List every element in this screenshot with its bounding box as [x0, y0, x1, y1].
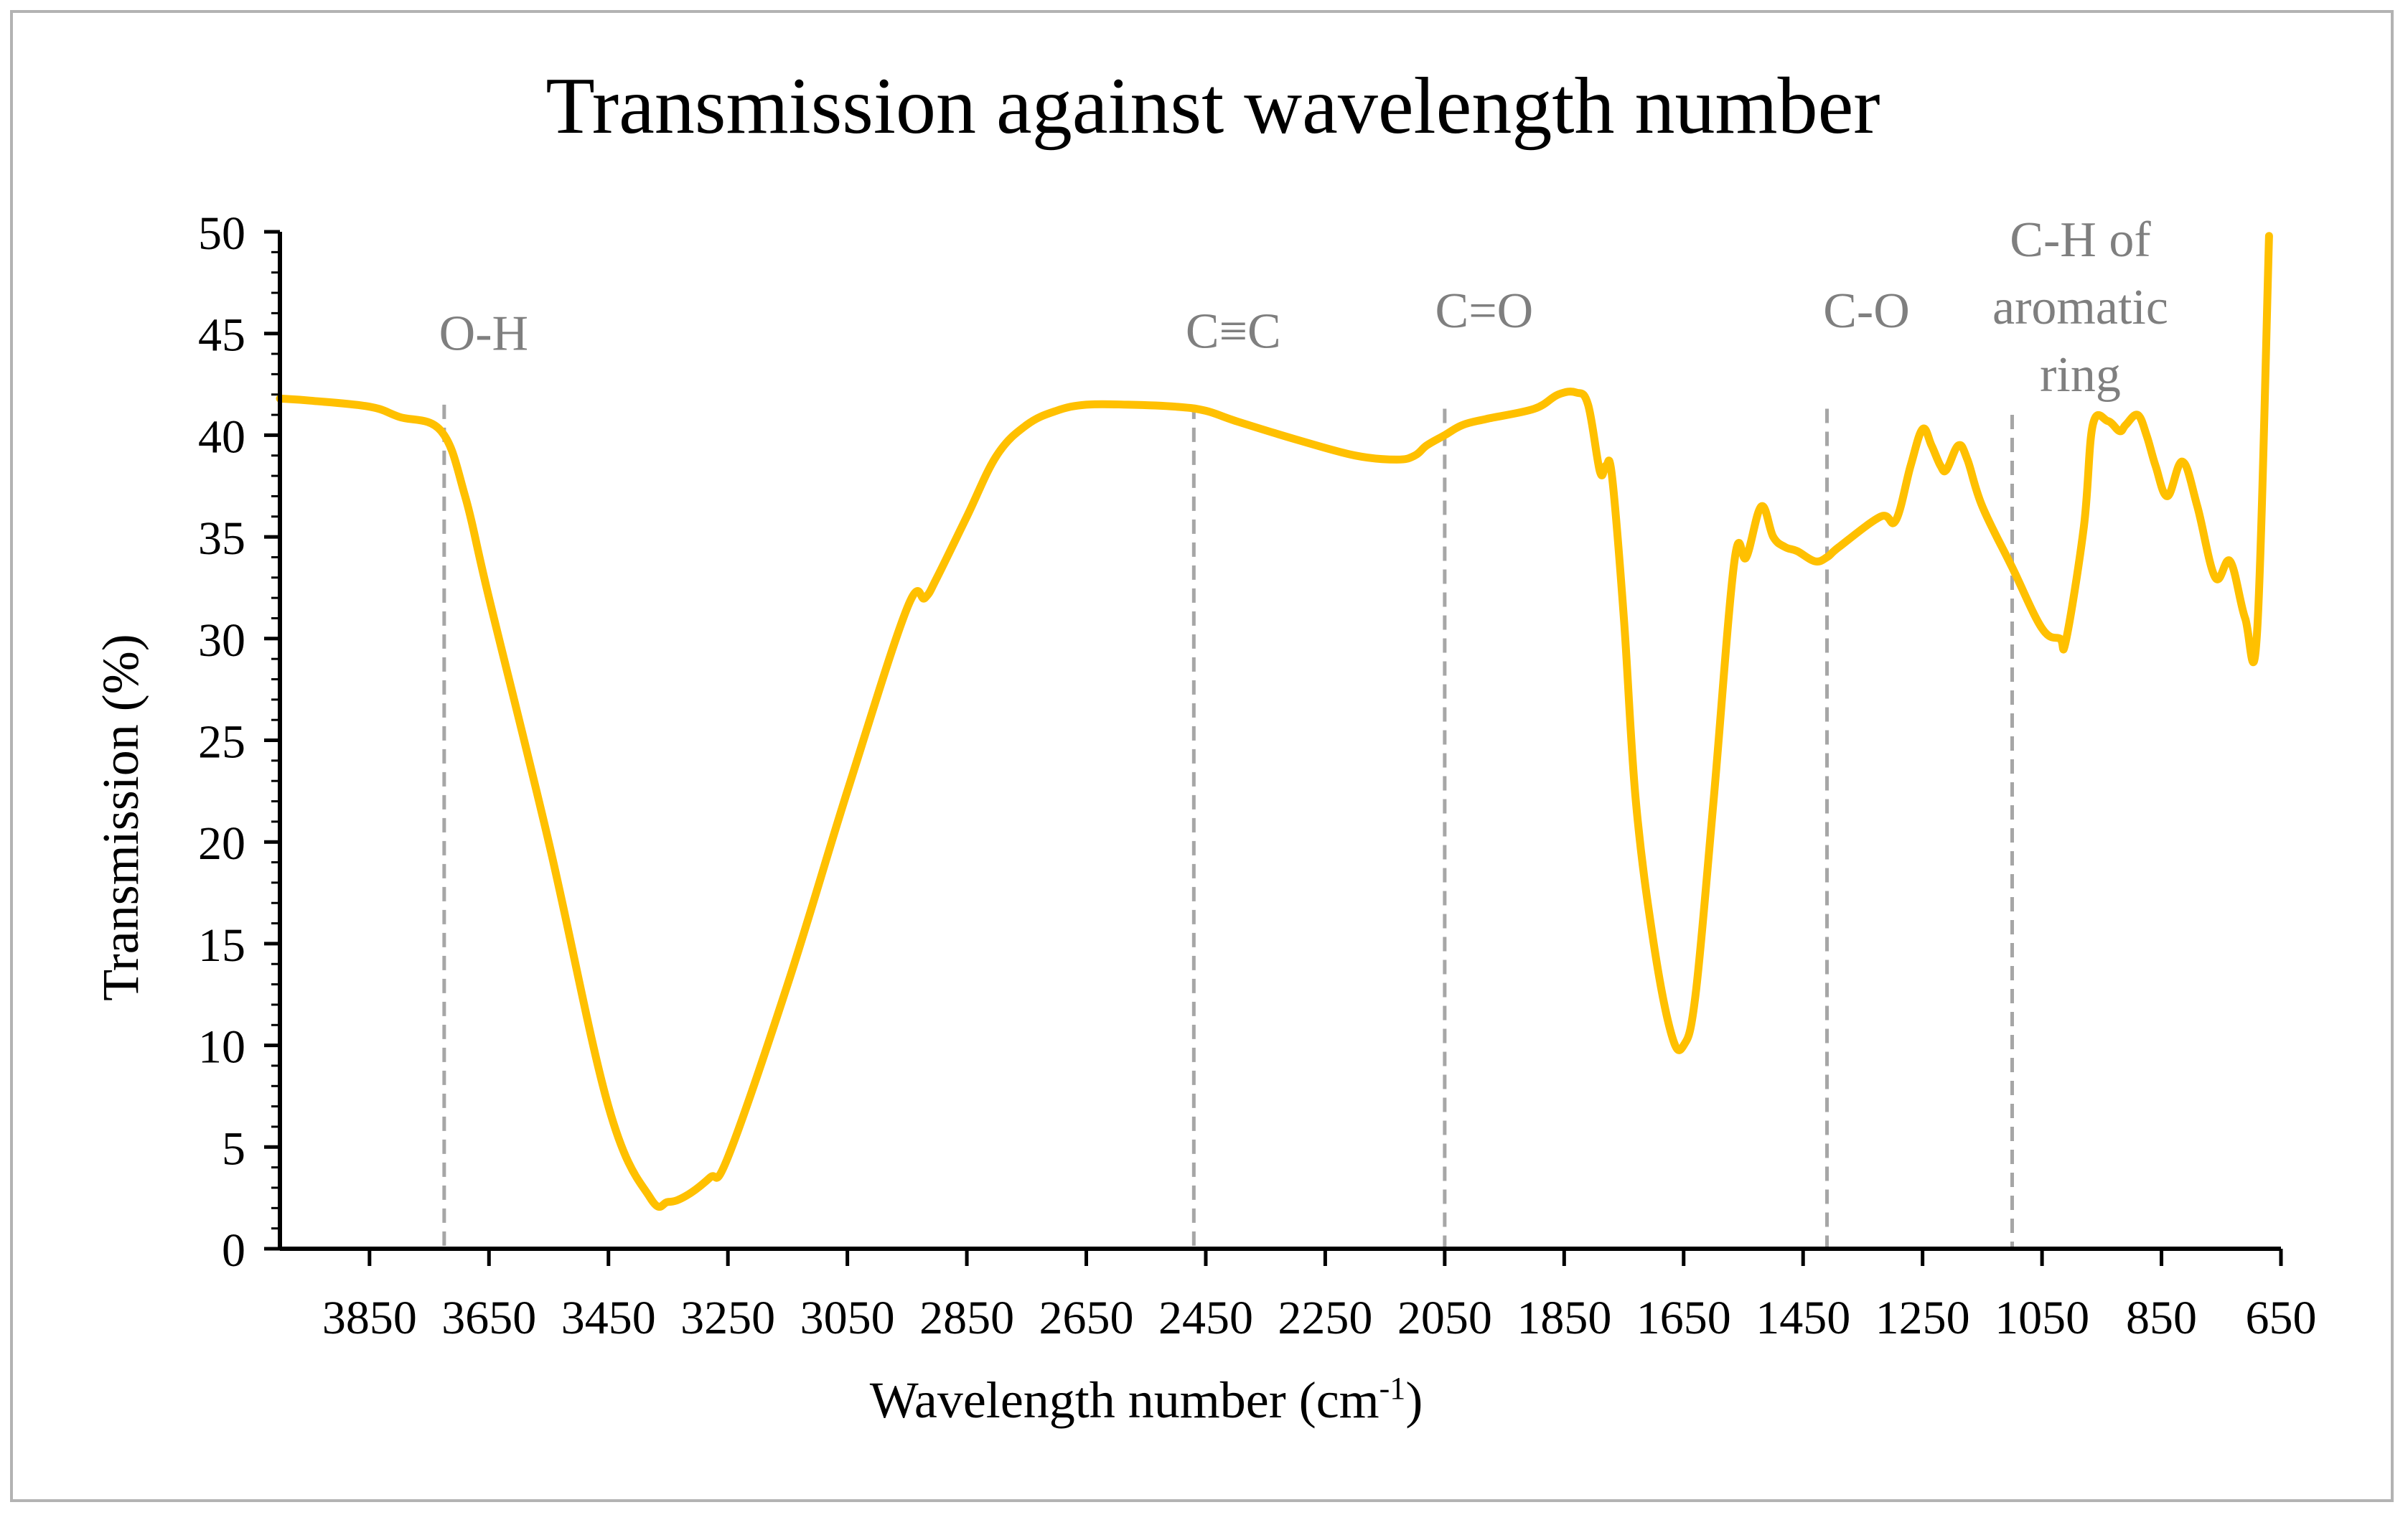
x-tick-label: 3450 [561, 1292, 656, 1344]
x-axis-label: Wavelength number (cm-1) [870, 1371, 1423, 1429]
x-tick-label: 2050 [1397, 1292, 1492, 1344]
x-tick-label: 3850 [322, 1292, 417, 1344]
x-tick-label: 1050 [1995, 1292, 2089, 1344]
chart-title: Transmission against wavelength number [545, 62, 1880, 151]
chart-frame [10, 10, 2394, 1502]
x-tick-label: 1850 [1517, 1292, 1611, 1344]
y-tick-label: 20 [198, 817, 245, 870]
annotation-label-line: ring [2040, 347, 2121, 403]
series-line-transmission [276, 232, 2273, 1211]
annotation-label: C-H of aromatic ring [1992, 212, 2168, 403]
annotation-label-line: C≡C [1186, 304, 1281, 360]
annotation-label-line: C-H of [2010, 212, 2151, 268]
x-tick-label: 1450 [1756, 1292, 1850, 1344]
y-tick-label: 45 [198, 309, 245, 362]
x-tick-label: 2650 [1039, 1292, 1134, 1344]
y-tick-label: 50 [198, 207, 245, 260]
x-tick-label: 2250 [1278, 1292, 1372, 1344]
axes [278, 232, 2281, 1251]
y-tick-label: 5 [222, 1122, 245, 1175]
x-tick-label: 650 [2246, 1292, 2317, 1344]
x-tick-label: 850 [2126, 1292, 2197, 1344]
x-axis-label-main: Wavelength number (cm [870, 1371, 1379, 1429]
y-tick-label: 30 [198, 614, 245, 667]
y-tick-label: 25 [198, 716, 245, 769]
y-axis-label: Transmission (%) [92, 634, 149, 1000]
x-tick-label: 3250 [680, 1292, 775, 1344]
annotation-label: C-O [1823, 283, 1910, 339]
y-tick-label: 35 [198, 512, 245, 565]
x-tick-label: 3650 [441, 1292, 536, 1344]
y-tick-label: 40 [198, 411, 245, 463]
x-axis-label-suffix: ) [1405, 1371, 1423, 1429]
annotation-label: C≡C [1186, 304, 1281, 360]
annotation-label: C=O [1435, 283, 1534, 339]
y-tick-label: 10 [198, 1021, 245, 1074]
annotation-label-line: O-H [439, 306, 528, 361]
x-axis-ticks: 3850 3650 3450 3250 3050 2850 2650 2450 2250 2050… [322, 1249, 2317, 1344]
y-tick-label: 0 [222, 1224, 245, 1277]
annotation-label-line: C-O [1823, 283, 1910, 339]
x-axis-label-superscript: -1 [1379, 1371, 1406, 1406]
y-tick-label: 15 [198, 919, 245, 972]
y-axis-ticks: 0 5 10 15 20 25 30 35 40 45 50 [198, 207, 280, 1277]
annotations: O-H C≡C C=O C-O C-H of aromatic ring [439, 212, 2168, 1249]
x-tick-label: 1650 [1636, 1292, 1731, 1344]
annotation-label: O-H [439, 306, 528, 361]
series-layer [276, 232, 2273, 1211]
x-tick-label: 2850 [919, 1292, 1014, 1344]
annotation-label-line: C=O [1435, 283, 1534, 339]
x-tick-label: 2450 [1158, 1292, 1253, 1344]
x-tick-label: 1250 [1875, 1292, 1970, 1344]
annotation-label-line: aromatic [1992, 280, 2168, 335]
x-tick-label: 3050 [800, 1292, 895, 1344]
